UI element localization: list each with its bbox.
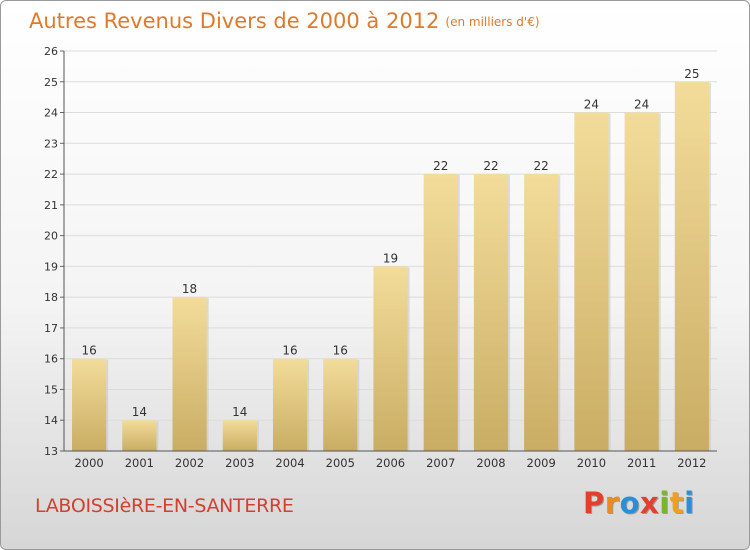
x-tick-label: 2010 <box>577 456 606 470</box>
data-label: 16 <box>282 344 297 358</box>
bar <box>72 358 107 451</box>
y-tick-label: 20 <box>44 230 58 243</box>
y-tick-label: 24 <box>44 107 58 120</box>
bars <box>72 81 711 452</box>
x-tick-label: 2012 <box>677 456 706 470</box>
bar <box>272 358 308 451</box>
bar <box>423 174 458 452</box>
bar <box>674 81 709 452</box>
data-label: 22 <box>534 159 549 173</box>
data-label: 22 <box>433 159 448 173</box>
x-tick-label: 2001 <box>125 456 154 470</box>
data-label: 16 <box>333 344 348 358</box>
axes <box>60 50 717 452</box>
y-tick-label: 13 <box>44 445 58 458</box>
data-label: 14 <box>132 405 147 419</box>
x-tick-label: 2008 <box>476 456 505 470</box>
bar <box>473 174 509 452</box>
bar <box>172 297 207 451</box>
y-tick-label: 21 <box>44 199 58 212</box>
y-tick-label: 19 <box>44 260 58 273</box>
logo-letter: o <box>619 486 641 520</box>
bar <box>122 420 157 451</box>
y-tick-label: 25 <box>44 76 58 89</box>
y-tick-label: 14 <box>44 414 58 427</box>
bar <box>373 266 408 451</box>
data-label: 25 <box>684 67 699 81</box>
commune-name: LABOISSIèRE-EN-SANTERRE <box>35 495 294 517</box>
chart-subtitle: (en milliers d'€) <box>445 15 540 29</box>
bar <box>524 174 559 452</box>
data-label: 18 <box>182 282 197 296</box>
y-tick-label: 23 <box>44 137 58 150</box>
x-tick-label: 2007 <box>426 456 455 470</box>
bar <box>624 112 659 452</box>
y-tick-label: 18 <box>44 291 58 304</box>
y-tick-label: 22 <box>44 168 58 181</box>
logo-letter: x <box>640 486 660 520</box>
logo-letter: i <box>659 486 670 520</box>
y-tick-label: 16 <box>44 353 58 366</box>
bar <box>574 112 609 452</box>
logo-letter: i <box>684 486 695 520</box>
bar <box>323 358 358 451</box>
x-tick-label: 2004 <box>275 456 304 470</box>
x-tick-label: 2011 <box>627 456 656 470</box>
data-label: 16 <box>81 344 96 358</box>
chart-title: Autres Revenus Divers de 2000 à 2012 (en … <box>29 9 540 33</box>
logo-letter: P <box>583 486 605 520</box>
x-tick-label: 2000 <box>74 456 103 470</box>
labels: 13 14 15 16 17 18 19 20 21 22 23 24 25 26 16 2000 14 2001… <box>44 45 707 470</box>
y-tick-label: 26 <box>44 45 58 58</box>
chart-title-text: Autres Revenus Divers de 2000 à 2012 <box>29 9 440 33</box>
proxiti-logo: Proxiti <box>583 486 695 520</box>
logo-letter: r <box>604 486 620 520</box>
y-tick-label: 17 <box>44 322 58 335</box>
bar <box>222 420 257 451</box>
data-label: 14 <box>232 405 247 419</box>
x-tick-label: 2003 <box>225 456 254 470</box>
logo-letter: t <box>669 486 685 520</box>
data-label: 24 <box>634 98 649 112</box>
y-tick-label: 15 <box>44 383 58 396</box>
x-tick-label: 2005 <box>326 456 355 470</box>
x-tick-label: 2009 <box>527 456 556 470</box>
data-label: 19 <box>383 251 398 265</box>
x-tick-label: 2002 <box>175 456 204 470</box>
data-label: 22 <box>483 159 498 173</box>
data-label: 24 <box>584 98 599 112</box>
x-tick-label: 2006 <box>376 456 405 470</box>
